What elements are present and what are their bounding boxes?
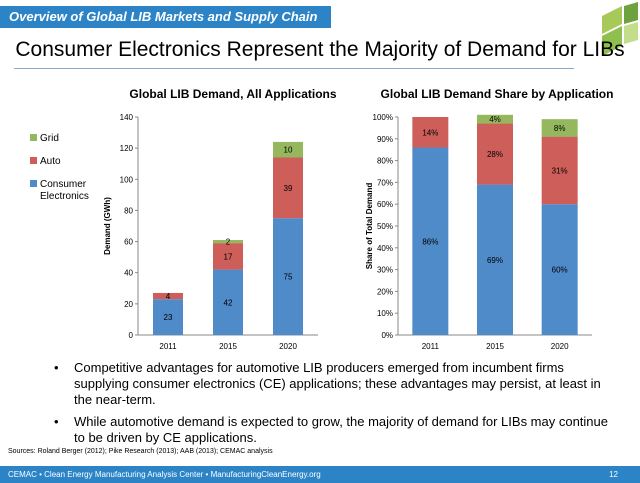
y-tick-label: 90% xyxy=(377,135,393,144)
cemac-logo-icon xyxy=(602,2,638,56)
x-tick-label: 2020 xyxy=(279,342,297,351)
data-label: 39 xyxy=(284,184,293,193)
bar-segment xyxy=(477,184,513,335)
y-tick-label: 30% xyxy=(377,266,393,275)
y-tick-label: 70% xyxy=(377,178,393,187)
y-axis-label: Share of Total Demand xyxy=(365,183,374,270)
bar-segment xyxy=(273,218,303,335)
page-number: 12 xyxy=(609,470,618,479)
data-label: 8% xyxy=(554,124,566,133)
footer-bar: CEMAC • Clean Energy Manufacturing Analy… xyxy=(0,466,640,483)
bar-segment xyxy=(541,119,578,137)
data-label: 17 xyxy=(224,252,233,261)
x-tick-label: 2011 xyxy=(159,342,177,351)
bullet-item: • While automotive demand is expected to… xyxy=(54,414,614,446)
x-tick-label: 2015 xyxy=(219,342,237,351)
footer-text: CEMAC • Clean Energy Manufacturing Analy… xyxy=(8,470,321,479)
section-banner: Overview of Global LIB Markets and Suppl… xyxy=(0,6,331,28)
legend-label: Auto xyxy=(40,156,61,167)
y-tick-label: 80 xyxy=(124,206,133,215)
legend-label: Electronics xyxy=(40,191,89,202)
sources-note: Sources: Roland Berger (2012); Pike Rese… xyxy=(8,448,273,455)
y-tick-label: 20% xyxy=(377,287,393,296)
bar-segment xyxy=(213,240,243,244)
bullet-text: Competitive advantages for automotive LI… xyxy=(74,360,601,407)
y-axis-label: Demand (GWh) xyxy=(103,197,112,255)
share-chart: Global LIB Demand Share by Application 0%… xyxy=(365,87,613,351)
bullet-marker: • xyxy=(54,360,59,375)
x-tick-label: 2011 xyxy=(422,342,440,351)
data-label: 28% xyxy=(487,150,503,159)
data-label: 86% xyxy=(422,237,438,246)
data-label: 31% xyxy=(552,166,568,175)
bar-segment xyxy=(477,123,513,185)
bar-segment xyxy=(477,114,513,124)
bar-segment xyxy=(213,269,243,335)
x-tick-label: 2020 xyxy=(551,342,569,351)
y-tick-label: 60 xyxy=(124,238,133,247)
y-tick-label: 0% xyxy=(381,331,393,340)
bar-segment xyxy=(153,299,183,335)
bar-segment xyxy=(153,292,183,300)
legend-swatch xyxy=(30,157,37,164)
data-label: 69% xyxy=(487,256,503,265)
legend-swatch xyxy=(30,180,37,187)
legend-label: Consumer xyxy=(40,179,87,190)
data-label: 23 xyxy=(164,313,173,322)
bar-segment xyxy=(273,141,303,158)
data-label: 4% xyxy=(489,115,501,124)
y-tick-label: 140 xyxy=(120,113,134,122)
data-label: 60% xyxy=(552,266,568,275)
y-tick-label: 10% xyxy=(377,309,393,318)
y-tick-label: 100 xyxy=(120,175,134,184)
bullet-marker: • xyxy=(54,414,59,429)
legend-label: Grid xyxy=(40,133,59,144)
y-tick-label: 0 xyxy=(129,331,134,340)
y-tick-label: 40 xyxy=(124,269,133,278)
chart-title: Global LIB Demand Share by Application xyxy=(381,87,614,101)
x-tick-label: 2015 xyxy=(486,342,504,351)
bar-segment xyxy=(541,204,578,335)
y-tick-label: 60% xyxy=(377,200,393,209)
bar-segment xyxy=(273,157,303,219)
data-label: 2 xyxy=(226,238,231,247)
legend-swatch xyxy=(30,134,37,141)
bullet-text: While automotive demand is expected to g… xyxy=(74,414,608,445)
data-label: 42 xyxy=(224,298,233,307)
title-divider xyxy=(14,68,574,69)
data-label: 75 xyxy=(284,273,293,282)
chart-title: Global LIB Demand, All Applications xyxy=(129,87,336,101)
bar-segment xyxy=(541,136,578,205)
bar-segment xyxy=(213,243,243,270)
page-title: Consumer Electronics Represent the Major… xyxy=(15,38,625,61)
data-label: 10 xyxy=(284,146,293,155)
data-label: 14% xyxy=(422,128,438,137)
data-label: 4 xyxy=(166,292,171,301)
y-tick-label: 40% xyxy=(377,244,393,253)
bar-segment xyxy=(412,147,449,335)
bar-segment xyxy=(412,117,449,148)
y-tick-label: 20 xyxy=(124,300,133,309)
y-tick-label: 100% xyxy=(373,113,393,122)
y-tick-label: 50% xyxy=(377,222,393,231)
demand-chart: Global LIB Demand, All Applications 0 20 40… xyxy=(30,87,337,351)
bullet-item: • Competitive advantages for automotive … xyxy=(54,360,614,408)
bullet-list: • Competitive advantages for automotive … xyxy=(54,360,614,452)
y-tick-label: 120 xyxy=(120,144,134,153)
y-tick-label: 80% xyxy=(377,157,393,166)
